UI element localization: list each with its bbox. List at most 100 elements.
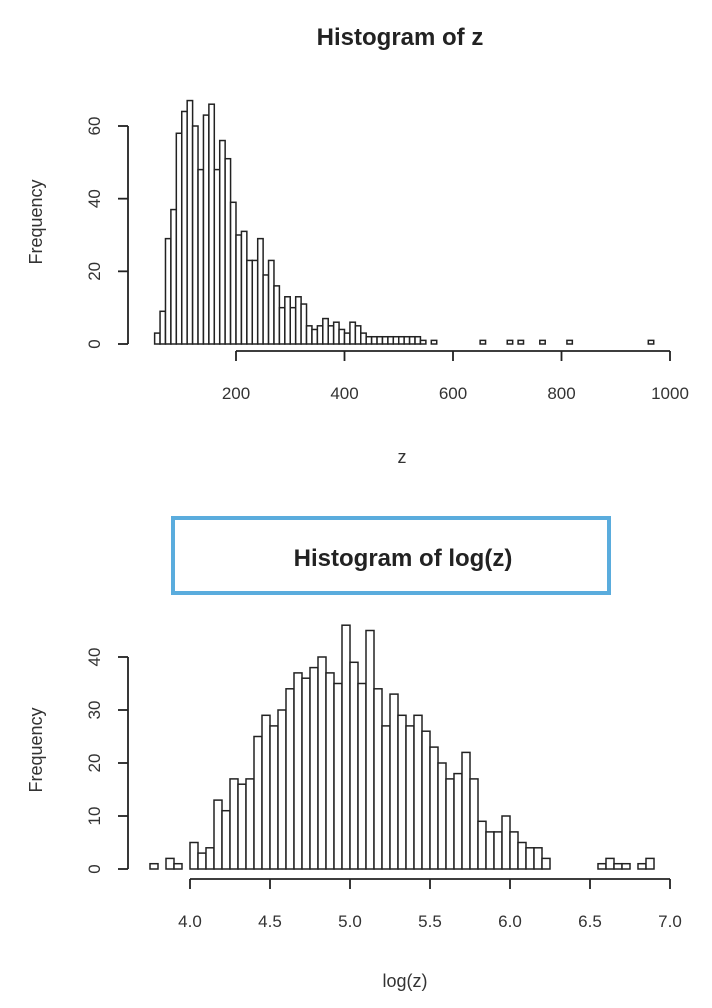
histogram-bar bbox=[413, 714, 423, 870]
histogram-bar bbox=[262, 274, 270, 345]
histogram-bar bbox=[621, 862, 631, 870]
histogram-bar bbox=[477, 820, 487, 870]
y-tick-label: 10 bbox=[85, 807, 104, 826]
histogram-bar bbox=[159, 310, 167, 345]
histogram-bar bbox=[517, 841, 527, 870]
histogram-bar bbox=[325, 672, 335, 870]
histogram-bar bbox=[517, 339, 525, 345]
histogram-bar bbox=[273, 285, 281, 345]
histogram-bar bbox=[637, 862, 647, 870]
histogram-bar bbox=[370, 335, 378, 345]
x-tick-label: 6.0 bbox=[498, 912, 522, 931]
chart-title: Histogram of z bbox=[317, 24, 484, 51]
y-tick-label: 40 bbox=[85, 648, 104, 667]
histogram-bar bbox=[343, 332, 351, 345]
x-axis-label: z bbox=[398, 447, 407, 467]
histogram-bar bbox=[389, 693, 399, 870]
histogram-bar bbox=[293, 672, 303, 870]
y-tick-label: 20 bbox=[85, 754, 104, 773]
histogram-bar bbox=[605, 857, 615, 870]
histogram-bar bbox=[357, 682, 367, 870]
histogram-bar bbox=[175, 132, 183, 345]
histogram-bar bbox=[213, 168, 221, 345]
histogram-bar bbox=[453, 772, 463, 870]
histogram-bar bbox=[221, 809, 231, 870]
histogram-bar bbox=[229, 778, 239, 870]
histogram-bar bbox=[408, 335, 416, 345]
histogram-bar bbox=[613, 862, 623, 870]
histogram-bar bbox=[224, 157, 232, 345]
histogram-bar bbox=[469, 778, 479, 870]
histogram-bar bbox=[332, 321, 340, 345]
histogram-bar bbox=[261, 714, 271, 870]
x-tick-label: 5.5 bbox=[418, 912, 442, 931]
y-tick-label: 60 bbox=[85, 117, 104, 136]
x-tick-label: 6.5 bbox=[578, 912, 602, 931]
histogram-bar bbox=[202, 114, 210, 345]
x-tick-label: 5.0 bbox=[338, 912, 362, 931]
histogram-bar bbox=[645, 857, 655, 870]
histogram-bar bbox=[365, 335, 373, 345]
histogram-bar bbox=[405, 725, 415, 870]
histogram-bar bbox=[246, 259, 254, 345]
histogram-bar bbox=[311, 328, 319, 345]
histogram-bar bbox=[301, 677, 311, 870]
histogram-bar bbox=[237, 783, 247, 870]
histogram-bar bbox=[277, 709, 287, 870]
x-tick-label: 200 bbox=[222, 384, 250, 403]
y-axis: 0 10 20 30 40 bbox=[85, 648, 129, 874]
histogram-bar bbox=[322, 317, 329, 345]
histogram-bar bbox=[240, 230, 248, 345]
histogram-bar bbox=[333, 682, 343, 870]
x-tick-label: 7.0 bbox=[658, 912, 682, 931]
histogram-bar bbox=[461, 751, 471, 870]
y-tick-label: 40 bbox=[85, 189, 104, 208]
x-axis: 4.0 4.5 5.0 5.5 6.0 6.5 7.0 bbox=[178, 878, 682, 931]
histogram-bar bbox=[164, 237, 172, 345]
histogram-bar bbox=[506, 339, 514, 345]
histogram-bar bbox=[509, 831, 519, 870]
histogram-bar bbox=[149, 862, 159, 870]
histogram-bar bbox=[381, 335, 389, 345]
histogram-bar bbox=[349, 321, 357, 345]
histogram-bar bbox=[373, 688, 383, 870]
histogram-bar bbox=[398, 335, 405, 345]
histogram-bar bbox=[235, 234, 243, 345]
histogram-bar bbox=[317, 656, 327, 870]
histogram-bar bbox=[430, 339, 438, 345]
histogram-bar bbox=[269, 725, 279, 870]
histogram-bar bbox=[165, 857, 175, 870]
histogram-bar bbox=[173, 862, 183, 870]
histogram-bar bbox=[501, 815, 511, 870]
histogram-bar bbox=[191, 125, 199, 345]
y-axis-label: Frequency bbox=[26, 179, 46, 264]
histogram-bar bbox=[294, 296, 302, 345]
x-tick-label: 4.5 bbox=[258, 912, 282, 931]
histogram-bar bbox=[189, 841, 199, 870]
histogram-bar bbox=[376, 335, 384, 345]
x-axis-label: log(z) bbox=[382, 971, 427, 991]
histogram-bar bbox=[437, 762, 447, 870]
bars bbox=[153, 99, 655, 345]
histogram-bar bbox=[429, 746, 439, 870]
bars bbox=[149, 624, 655, 870]
y-tick-label: 20 bbox=[85, 262, 104, 281]
histogram-bar bbox=[341, 624, 351, 870]
histogram-bar bbox=[541, 857, 551, 870]
histogram-bar bbox=[278, 306, 286, 345]
histogram-bar bbox=[181, 110, 188, 345]
histogram-bar bbox=[539, 339, 546, 345]
y-tick-label: 0 bbox=[85, 864, 104, 873]
histogram-bar bbox=[397, 714, 407, 870]
x-tick-label: 4.0 bbox=[178, 912, 202, 931]
y-axis-label: Frequency bbox=[26, 707, 46, 792]
histogram-bar bbox=[533, 847, 543, 870]
title-highlight-box bbox=[171, 516, 611, 595]
chart-title: Histogram of log(z) bbox=[294, 545, 513, 572]
histogram-bar bbox=[253, 735, 263, 870]
y-axis: 0 20 40 60 bbox=[85, 117, 129, 349]
histogram-bar bbox=[284, 296, 291, 345]
histogram-bar bbox=[365, 629, 375, 870]
histogram-bar bbox=[153, 332, 161, 345]
